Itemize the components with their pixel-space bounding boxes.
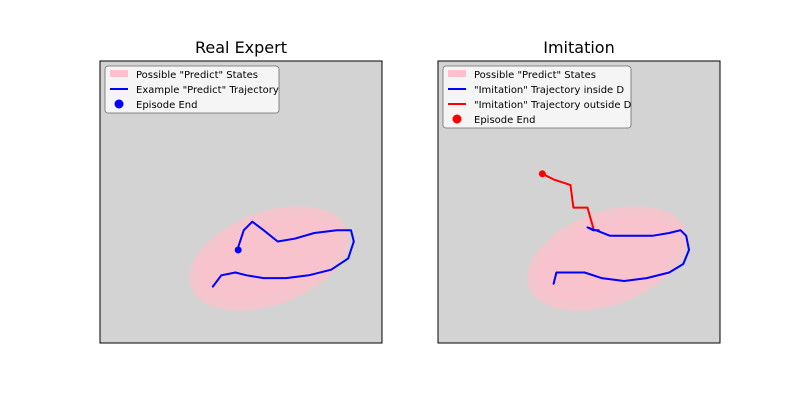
trajectory-line-0 — [211, 220, 355, 288]
legend-swatch-episode-end — [452, 114, 462, 124]
legend-swatch-episode-end — [114, 99, 124, 109]
legend-label-region: Possible "Predict" States — [474, 70, 596, 81]
trajectory-line-1 — [541, 172, 595, 229]
legend-label-trajectory: Example "Predict" Trajectory — [136, 85, 279, 96]
legend: Possible "Predict" States Example "Predi… — [104, 65, 280, 114]
panel-title: Imitation — [543, 38, 614, 57]
episode-end-marker — [538, 170, 546, 178]
panel-imitation: Imitation Possible "Predict" States "Imi… — [437, 38, 721, 344]
region-ellipse-inner — [199, 215, 340, 301]
panel-real-expert: Real Expert Possible "Predict" States Ex… — [99, 38, 383, 344]
legend-box — [104, 65, 280, 114]
legend-label-trajectory-inside: "Imitation" Trajectory inside D — [474, 85, 624, 96]
plot-frame — [99, 60, 383, 344]
legend-label-region: Possible "Predict" States — [136, 70, 258, 81]
legend-label-episode-end: Episode End — [474, 115, 535, 126]
plot-layer — [189, 206, 355, 311]
legend: Possible "Predict" States "Imitation" Tr… — [442, 65, 632, 129]
plot-layer — [527, 170, 690, 311]
legend-label-trajectory-outside: "Imitation" Trajectory outside D — [474, 100, 632, 111]
plot-frame — [437, 60, 721, 344]
region-ellipse — [527, 206, 687, 311]
legend-label-episode-end: Episode End — [136, 100, 197, 111]
legend-swatch-region — [110, 70, 128, 77]
panel-title: Real Expert — [195, 38, 287, 57]
legend-swatch-region — [448, 70, 466, 77]
trajectory-line-0 — [552, 226, 690, 285]
legend-box — [442, 65, 632, 129]
episode-end-marker — [234, 246, 242, 254]
region-ellipse — [189, 206, 349, 311]
